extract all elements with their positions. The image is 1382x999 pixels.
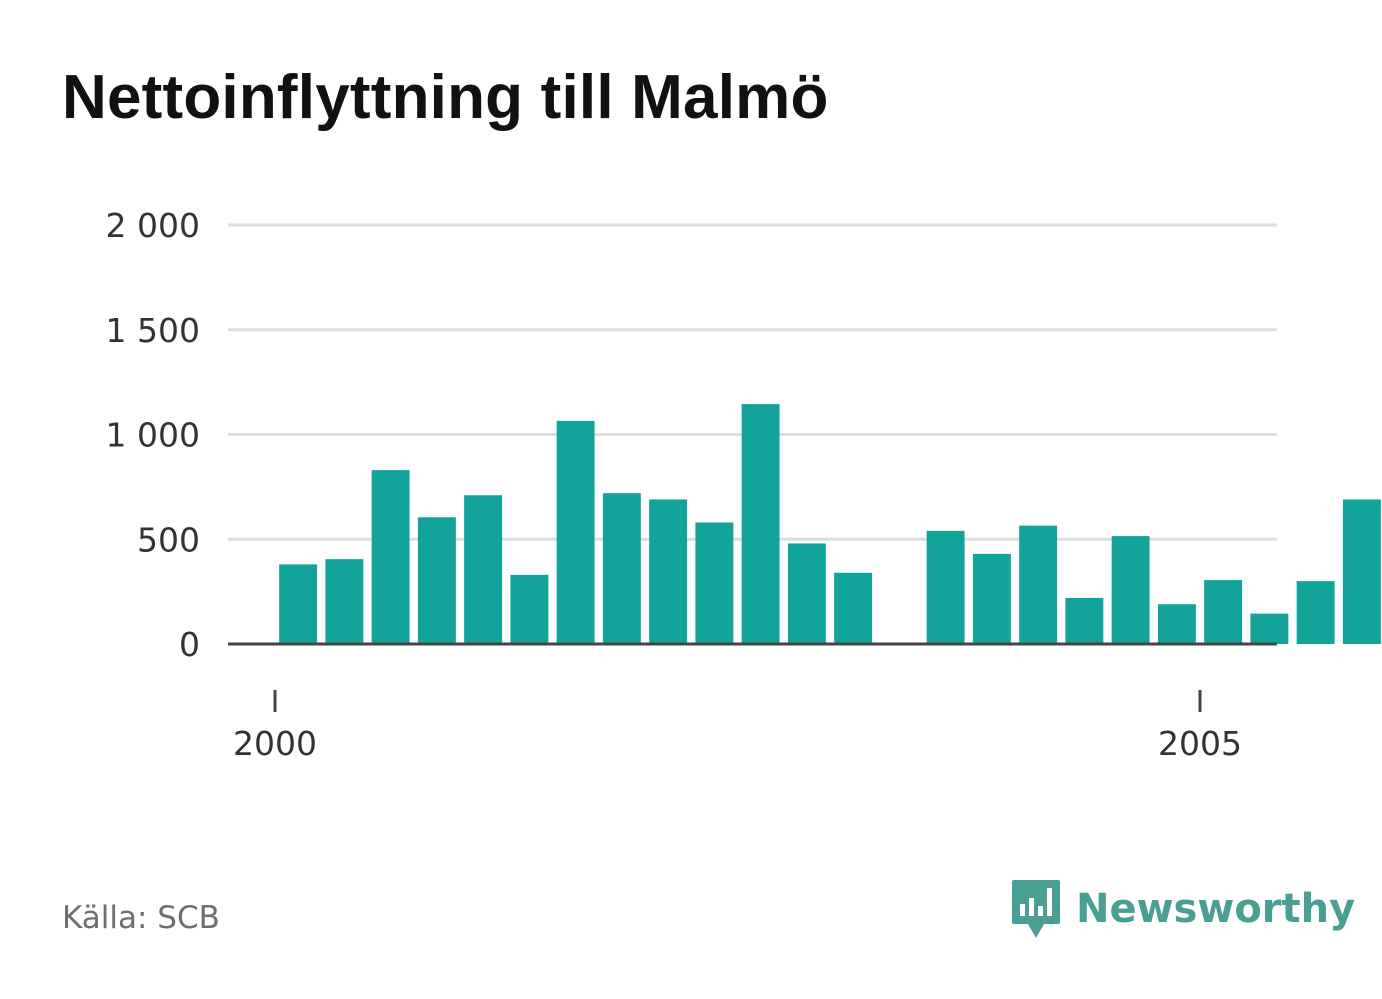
chart-title: Nettoinflyttning till Malmö: [62, 63, 829, 132]
bar-2000-q2: [325, 559, 364, 644]
x-tick-label-2005: 2005: [1158, 724, 1242, 763]
bar-2004-q4: [1157, 604, 1196, 644]
bar-2001-q2: [510, 574, 549, 644]
bar-2004-q3: [1111, 536, 1150, 644]
bar-2004-q2: [1065, 597, 1104, 644]
bar-2000-q4: [417, 517, 456, 644]
y-tick-label-1500: 1 500: [106, 311, 200, 350]
bar-2000-q1: [279, 564, 318, 644]
bar-2001-q3: [556, 420, 595, 644]
y-tick-label-2000: 2 000: [106, 206, 200, 245]
bar-2005-q2: [1250, 613, 1289, 644]
bar-2001-q4: [602, 493, 641, 644]
bar-2005-q3: [1296, 581, 1335, 644]
bar-2003-q4: [972, 553, 1011, 644]
bar-2002-q1: [649, 499, 688, 644]
bar-chart-speech-bubble-icon: [1012, 880, 1060, 938]
bar-2002-q2: [695, 522, 734, 644]
brand-name: Newsworthy: [1076, 886, 1356, 932]
y-tick-label-500: 500: [137, 520, 200, 559]
bar-2002-q4: [787, 543, 826, 644]
bar-2002-q3: [741, 404, 780, 644]
bar-2003-q1: [834, 572, 873, 644]
bar-2005-q1: [1204, 580, 1243, 644]
y-tick-label-0: 0: [179, 625, 200, 664]
bars: [279, 404, 1381, 644]
y-tick-label-1000: 1 000: [106, 416, 200, 455]
bar-2000-q3: [371, 470, 410, 644]
source-note: Källa: SCB: [62, 900, 220, 936]
x-tick-label-2000: 2000: [233, 724, 317, 763]
bar-2001-q1: [464, 495, 503, 644]
bar-2004-q1: [1019, 525, 1058, 644]
newsworthy-logo[interactable]: Newsworthy: [1010, 878, 1355, 940]
bar-2005-q4: [1342, 499, 1381, 644]
bar-2003-q3: [926, 530, 965, 644]
